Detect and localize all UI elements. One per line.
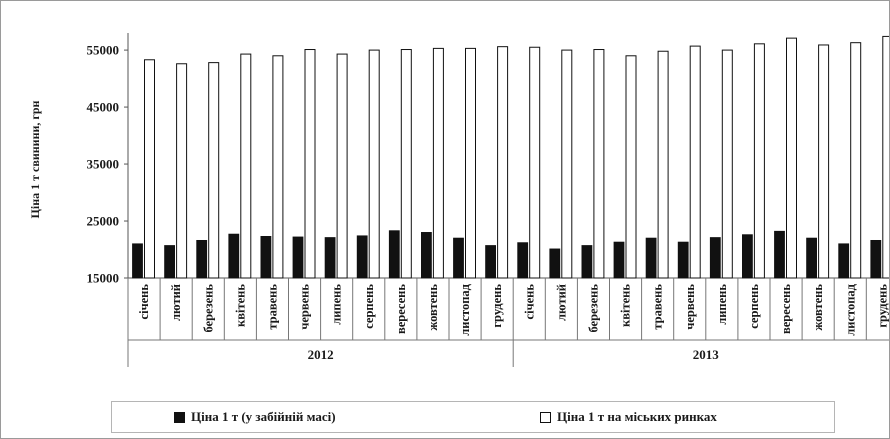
x-category-label: листопад: [843, 283, 857, 335]
bar-market-price: [304, 49, 316, 279]
x-category-label: квітень: [619, 284, 633, 327]
bar-slaughter-price: [709, 237, 721, 279]
bar-market-price: [850, 42, 862, 279]
bar-market-price: [400, 49, 412, 279]
bar-market-price: [882, 35, 889, 279]
y-tick-label: 45000: [87, 100, 120, 115]
bar-slaughter-price: [260, 236, 272, 279]
bar-slaughter-price: [677, 241, 689, 279]
bar-market-price: [753, 43, 765, 279]
x-category-label: серпень: [747, 284, 761, 329]
legend-swatch-slaughter: [174, 411, 185, 423]
year-group-label: 2012: [308, 347, 334, 362]
x-category-label: грудень: [490, 284, 504, 328]
bar-market-price: [497, 46, 509, 279]
legend-label-market: Ціна 1 т на міських ринках: [557, 409, 717, 424]
bar-slaughter-price: [774, 230, 785, 279]
bar-slaughter-price: [388, 230, 400, 279]
bar-market-price: [529, 46, 541, 279]
bar-market-price: [432, 47, 444, 279]
y-tick-label: 35000: [87, 157, 120, 172]
x-category-label: березень: [586, 284, 600, 333]
x-category-label: вересень: [394, 284, 408, 334]
bar-market-price: [689, 45, 701, 279]
x-category-label: січень: [522, 284, 536, 320]
legend-item-slaughter: Ціна 1 т (у забійній масі): [174, 409, 336, 425]
bar-slaughter-price: [549, 248, 561, 279]
bar-market-price: [368, 49, 380, 279]
x-category-label: лютий: [169, 284, 183, 321]
bar-market-price: [721, 49, 733, 279]
bar-slaughter-price: [613, 241, 625, 279]
bar-market-price: [272, 55, 284, 279]
bar-market-price: [561, 49, 573, 279]
x-category-label: липень: [715, 284, 729, 325]
bar-slaughter-price: [292, 236, 304, 279]
bar-slaughter-price: [420, 232, 432, 279]
bar-market-price: [176, 63, 188, 279]
bar-slaughter-price: [742, 234, 753, 279]
bar-slaughter-price: [196, 239, 208, 279]
bar-market-price: [336, 53, 348, 279]
legend: Ціна 1 т (у забійній масі) Ціна 1 т на м…: [111, 401, 835, 433]
bar-market-price: [786, 37, 797, 279]
x-category-label: листопад: [458, 283, 472, 335]
x-category-label: жовтень: [426, 284, 440, 331]
x-category-label: вересень: [779, 284, 793, 334]
bar-market-price: [625, 55, 637, 279]
year-group-label: 2013: [693, 347, 720, 362]
y-axis-title: Ціна 1 т свинини, грн: [28, 100, 42, 218]
y-tick-label: 25000: [87, 214, 120, 229]
bar-slaughter-price: [517, 242, 529, 279]
bar-market-price: [657, 50, 669, 279]
bar-market-price: [240, 53, 252, 279]
bar-slaughter-price: [485, 245, 497, 279]
x-category-label: травень: [651, 284, 665, 330]
bar-chart: 15000 25000 35000 45000 55000 Ціна 1 т свинин…: [28, 33, 889, 367]
x-category-label: травень: [265, 284, 279, 330]
bar-slaughter-price: [645, 237, 657, 279]
x-category-label: червень: [298, 284, 312, 330]
x-category-label: липень: [330, 284, 344, 325]
x-category-label: березень: [201, 284, 215, 333]
x-category-label: квітень: [233, 284, 247, 327]
x-category-label: червень: [683, 284, 697, 330]
bar-slaughter-price: [870, 239, 882, 279]
x-category-label: січень: [137, 284, 151, 320]
bar-slaughter-price: [806, 237, 817, 279]
legend-label-slaughter: Ціна 1 т (у забійній масі): [191, 409, 336, 424]
y-tick-label: 15000: [87, 271, 120, 286]
bar-market-price: [593, 49, 605, 279]
bar-slaughter-price: [356, 235, 368, 279]
bar-slaughter-price: [581, 245, 593, 279]
x-category-label: лютий: [554, 284, 568, 321]
bar-slaughter-price: [453, 237, 464, 279]
bar-slaughter-price: [164, 245, 176, 279]
x-category-label: серпень: [362, 284, 376, 329]
bar-market-price: [818, 44, 830, 279]
bar-slaughter-price: [132, 243, 143, 279]
bar-market-price: [208, 62, 220, 279]
legend-swatch-market: [540, 411, 551, 423]
x-category-label: грудень: [875, 284, 889, 328]
bar-market-price: [465, 47, 476, 279]
x-category-label: жовтень: [811, 284, 825, 331]
y-tick-label: 55000: [87, 43, 120, 58]
legend-item-market: Ціна 1 т на міських ринках: [540, 409, 717, 425]
bar-market-price: [144, 59, 155, 279]
bar-slaughter-price: [324, 237, 336, 279]
bar-slaughter-price: [228, 233, 240, 279]
bar-slaughter-price: [838, 243, 850, 279]
